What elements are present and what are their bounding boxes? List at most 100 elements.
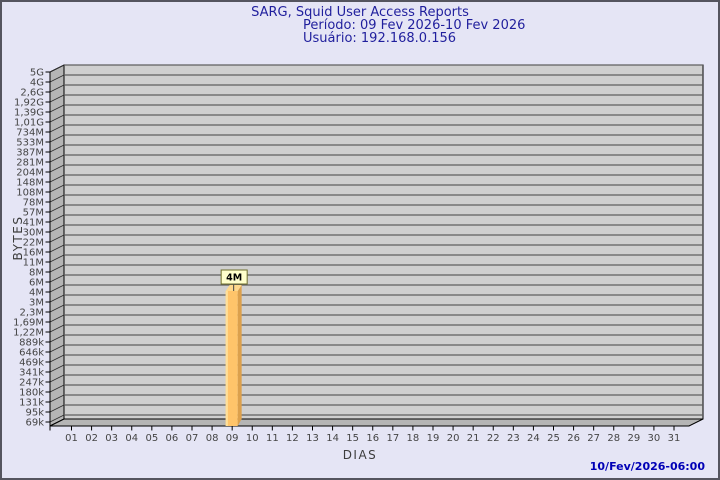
wall-tick-connector xyxy=(49,114,65,123)
x-tick-label: 20 xyxy=(447,433,460,444)
x-tick-label: 05 xyxy=(145,433,158,444)
y-tick-label: 1,92G xyxy=(14,98,44,109)
y-tick-label: 30M xyxy=(23,228,44,239)
wall-tick-connector xyxy=(49,74,65,83)
report-header: SARG, Squid User Access Reports Período:… xyxy=(2,6,718,45)
x-tick-label: 29 xyxy=(627,433,640,444)
report-period: Período: 09 Fev 2026-10 Fev 2026 xyxy=(303,18,526,33)
y-tick-label: 8M xyxy=(29,268,44,279)
wall-tick-connector xyxy=(49,64,65,73)
plot-panel xyxy=(63,64,704,420)
y-tick-label: 469k xyxy=(19,358,44,369)
wall-tick-connector xyxy=(49,104,65,113)
bar-day-09 xyxy=(225,291,238,426)
wall-tick-connector xyxy=(49,124,65,133)
x-tick-label: 15 xyxy=(346,433,359,444)
x-tick-label: 22 xyxy=(487,433,500,444)
wall-tick-connector xyxy=(49,214,65,223)
report-user: Usuário: 192.168.0.156 xyxy=(303,31,457,46)
wall-tick-connector xyxy=(49,134,65,143)
wall-tick-connector xyxy=(49,404,65,413)
x-tick-label: 10 xyxy=(246,433,259,444)
wall-tick-connector xyxy=(49,394,65,403)
bar-left-highlight xyxy=(225,291,228,426)
y-tick-label: 148M xyxy=(16,178,44,189)
x-tick-label: 06 xyxy=(166,433,179,444)
left-wall xyxy=(49,64,65,427)
wall-tick-connector xyxy=(49,364,65,373)
x-tick-label: 19 xyxy=(427,433,440,444)
y-tick-label: 734M xyxy=(16,128,44,139)
y-tick-label: 1,01G xyxy=(14,118,44,129)
y-tick-label: 180k xyxy=(19,388,44,399)
y-tick-label: 247k xyxy=(19,378,44,389)
wall-tick-connector xyxy=(49,334,65,343)
wall-tick-connector xyxy=(49,234,65,243)
y-tick-label: 2,6G xyxy=(20,88,44,99)
report-title: SARG, Squid User Access Reports xyxy=(251,5,469,20)
y-tick-label: 69k xyxy=(25,418,44,429)
x-tick-label: 02 xyxy=(85,433,98,444)
x-tick-label: 13 xyxy=(306,433,319,444)
y-tick-label: 78M xyxy=(23,198,44,209)
x-tick-label: 21 xyxy=(467,433,480,444)
y-tick-label: 6M xyxy=(29,278,44,289)
y-tick-label: 41M xyxy=(23,218,44,229)
wall-tick-connector xyxy=(49,254,65,263)
wall-tick-connector xyxy=(49,354,65,363)
y-tick-label: 3M xyxy=(29,298,44,309)
y-tick-label: 387M xyxy=(16,148,44,159)
wall-tick-connector xyxy=(49,324,65,333)
wall-tick-connector xyxy=(49,184,65,193)
y-tick-label: 1,39G xyxy=(14,108,44,119)
y-tick-label: 5G xyxy=(30,68,44,79)
x-axis-title: DIAS xyxy=(342,448,378,462)
x-tick-label: 25 xyxy=(547,433,560,444)
x-tick-label: 26 xyxy=(567,433,580,444)
x-tick-label: 12 xyxy=(286,433,299,444)
x-tick-label: 01 xyxy=(65,433,78,444)
y-tick-label: 4M xyxy=(29,288,44,299)
x-tick-label: 16 xyxy=(366,433,379,444)
wall-tick-connector xyxy=(49,314,65,323)
y-tick-label: 341k xyxy=(19,368,44,379)
x-tick-label: 17 xyxy=(386,433,399,444)
y-tick-label: 57M xyxy=(23,208,44,219)
y-tick-label: 4G xyxy=(30,78,44,89)
y-tick-label: 889k xyxy=(19,338,44,349)
y-tick-label: 95k xyxy=(25,408,44,419)
wall-tick-connector xyxy=(49,264,65,273)
x-tick-label: 28 xyxy=(607,433,620,444)
wall-tick-connector xyxy=(49,224,65,233)
wall-tick-connector xyxy=(49,274,65,283)
y-tick-label: 22M xyxy=(23,238,44,249)
wall-tick-connector xyxy=(49,194,65,203)
y-tick-label: 646k xyxy=(19,348,44,359)
wall-tick-connector xyxy=(49,304,65,313)
x-tick-label: 30 xyxy=(648,433,661,444)
wall-tick-connector xyxy=(49,94,65,103)
wall-tick-connector xyxy=(49,244,65,253)
bar-value-label: 4M xyxy=(226,273,242,284)
x-tick-label: 31 xyxy=(668,433,681,444)
x-tick-label: 14 xyxy=(326,433,339,444)
y-tick-label: 108M xyxy=(16,188,44,199)
bar-value-callout xyxy=(220,269,248,285)
x-tick-label: 24 xyxy=(527,433,540,444)
wall-tick-connector xyxy=(49,154,65,163)
bar-side-face xyxy=(237,285,242,426)
y-tick-label: 131k xyxy=(19,398,44,409)
wall-tick-connector xyxy=(49,294,65,303)
y-tick-label: 2,3M xyxy=(19,308,44,319)
x-tick-label: 03 xyxy=(105,433,118,444)
x-tick-label: 04 xyxy=(125,433,138,444)
y-tick-label: 16M xyxy=(23,248,44,259)
x-tick-label: 18 xyxy=(407,433,420,444)
wall-tick-connector xyxy=(49,384,65,393)
y-tick-label: 1,69M xyxy=(13,318,44,329)
y-tick-label: 281M xyxy=(16,158,44,169)
wall-tick-connector xyxy=(49,174,65,183)
wall-tick-connector xyxy=(49,284,65,293)
